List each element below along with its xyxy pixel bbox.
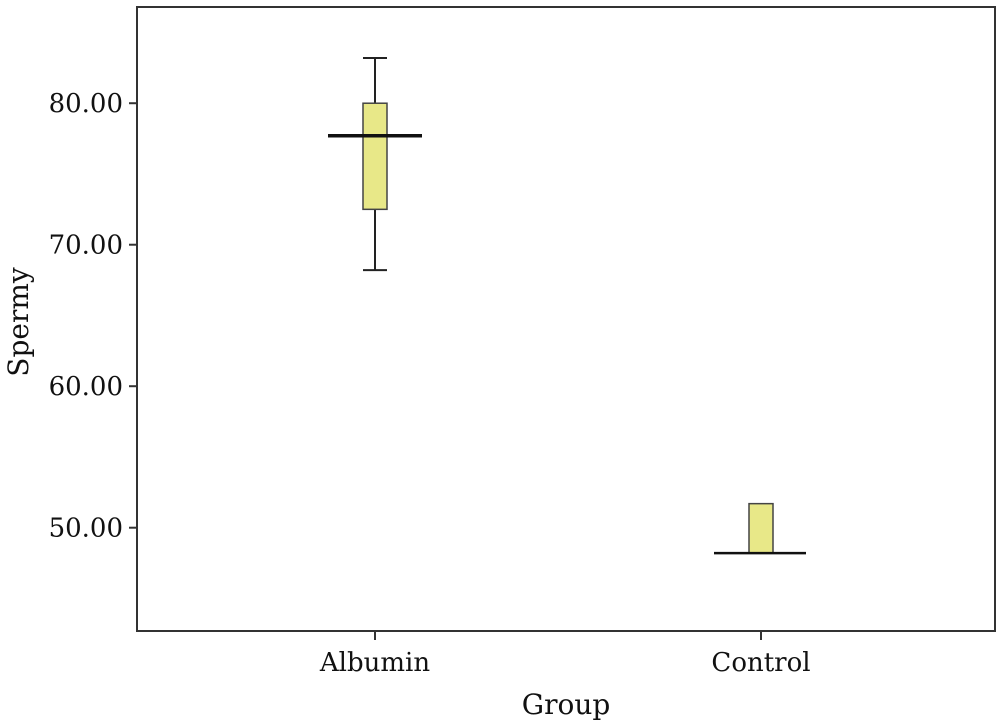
x-tick-label: Albumin xyxy=(319,648,430,678)
plot-area-frame xyxy=(136,6,996,632)
box-control xyxy=(714,502,806,555)
boxes-layer xyxy=(328,56,806,555)
y-axis: 50.00 60.00 70.00 80.00 xyxy=(49,89,137,544)
iqr-box xyxy=(748,502,774,554)
x-tick-label: Control xyxy=(711,648,810,678)
box-albumin xyxy=(328,56,422,272)
y-tick-label: 70.00 xyxy=(49,231,123,261)
y-axis-title: Spermy xyxy=(2,267,35,377)
x-axis-title: Group xyxy=(522,688,611,721)
y-tick-label: 50.00 xyxy=(49,514,123,544)
iqr-box xyxy=(362,102,388,211)
x-axis: Albumin Control xyxy=(319,631,811,678)
y-tick-label: 60.00 xyxy=(49,372,123,402)
y-tick-label: 80.00 xyxy=(49,89,123,119)
